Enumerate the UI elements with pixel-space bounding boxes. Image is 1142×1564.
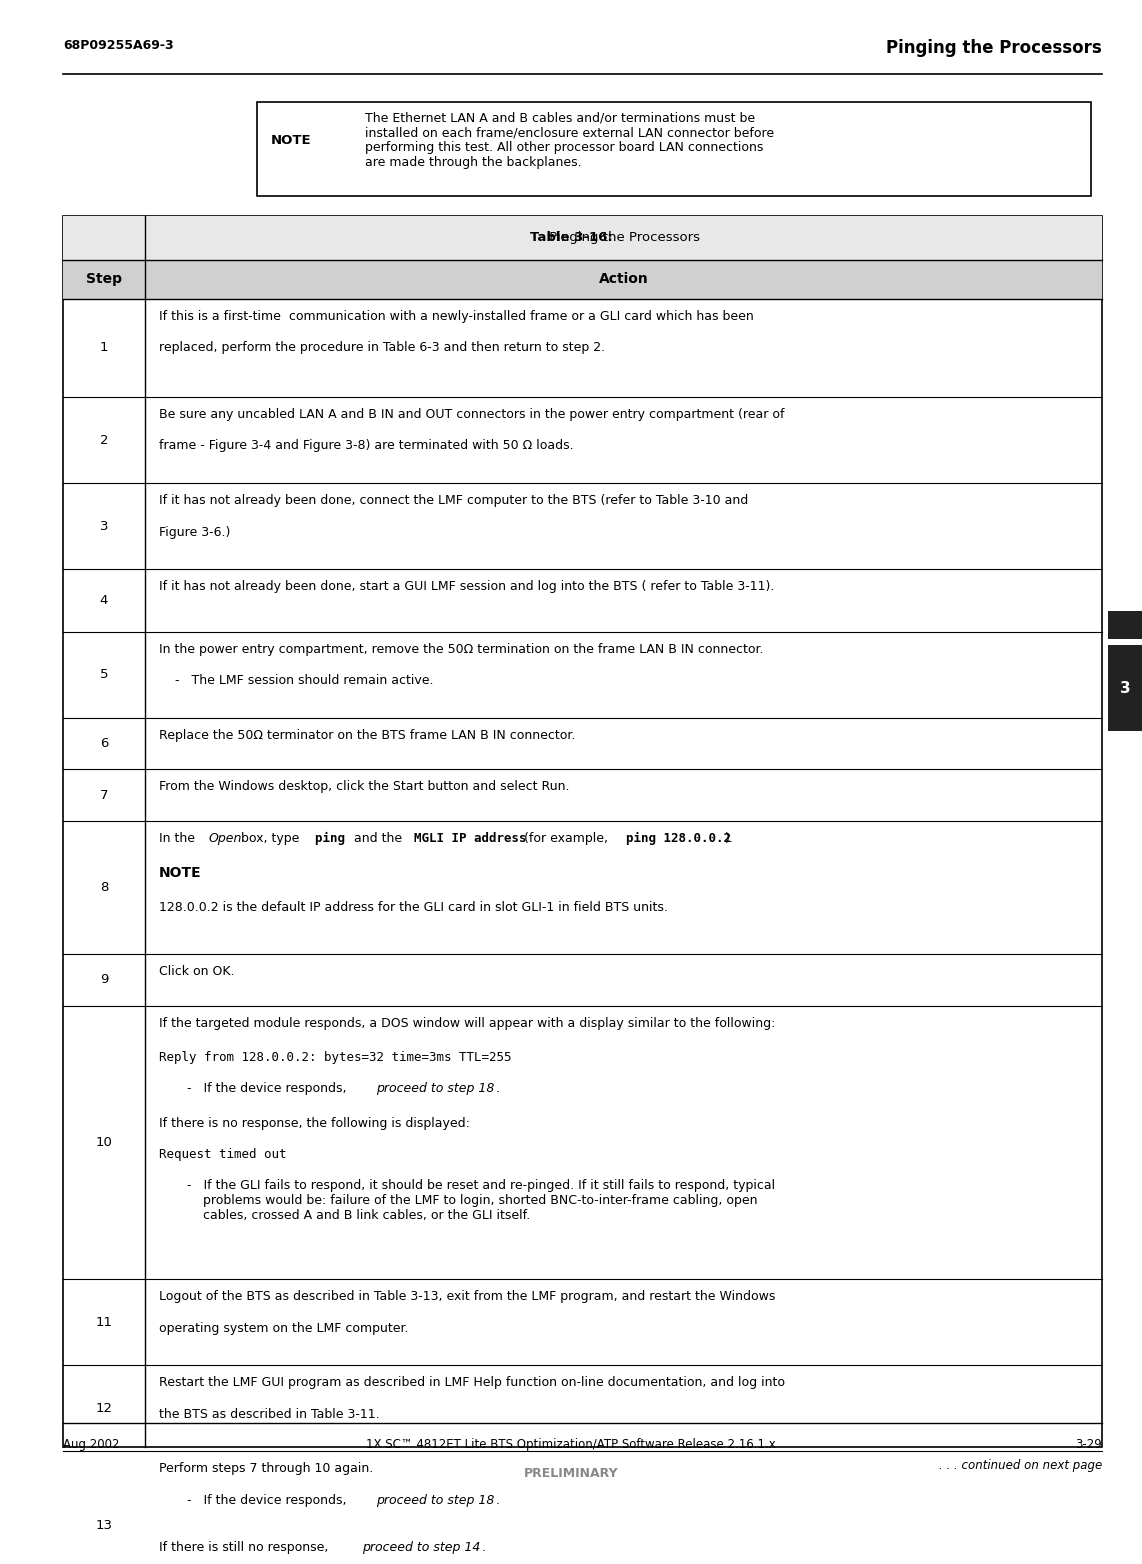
Text: NOTE: NOTE bbox=[271, 135, 312, 147]
Text: proceed to step 14: proceed to step 14 bbox=[362, 1541, 481, 1553]
Text: Perform steps 7 through 10 again.: Perform steps 7 through 10 again. bbox=[159, 1462, 373, 1475]
Bar bbox=[63, 260, 1102, 299]
Text: 12: 12 bbox=[96, 1401, 112, 1415]
Text: and the: and the bbox=[349, 832, 407, 845]
Text: -   If the device responds,: - If the device responds, bbox=[187, 1494, 351, 1506]
Text: ping 128.0.0.2: ping 128.0.0.2 bbox=[626, 832, 731, 845]
Text: Request timed out: Request timed out bbox=[159, 1148, 287, 1160]
Text: box, type: box, type bbox=[236, 832, 303, 845]
Text: frame - Figure 3-4 and Figure 3-8) are terminated with 50 Ω loads.: frame - Figure 3-4 and Figure 3-8) are t… bbox=[159, 439, 573, 452]
Text: Click on OK.: Click on OK. bbox=[159, 965, 234, 978]
Text: 7: 7 bbox=[99, 788, 108, 802]
Text: Pinging the Processors: Pinging the Processors bbox=[545, 231, 700, 244]
Text: -   The LMF session should remain active.: - The LMF session should remain active. bbox=[159, 674, 433, 687]
Text: If there is no response, the following is displayed:: If there is no response, the following i… bbox=[159, 1117, 469, 1129]
Text: Table 3-16:: Table 3-16: bbox=[530, 231, 612, 244]
Text: 2: 2 bbox=[99, 433, 108, 447]
Text: ping: ping bbox=[314, 832, 352, 845]
Text: 1X SC™ 4812ET Lite BTS Optimization/ATP Software Release 2.16.1.x: 1X SC™ 4812ET Lite BTS Optimization/ATP … bbox=[367, 1439, 775, 1451]
Text: 4: 4 bbox=[99, 594, 108, 607]
Text: Action: Action bbox=[598, 272, 649, 286]
Text: 3: 3 bbox=[1119, 680, 1131, 696]
Text: If it has not already been done, connect the LMF computer to the BTS (refer to T: If it has not already been done, connect… bbox=[159, 494, 748, 507]
Text: In the: In the bbox=[159, 832, 199, 845]
Text: If there is still no response,: If there is still no response, bbox=[159, 1541, 332, 1553]
Text: PRELIMINARY: PRELIMINARY bbox=[524, 1467, 618, 1480]
Text: If it has not already been done, start a GUI LMF session and log into the BTS ( : If it has not already been done, start a… bbox=[159, 580, 774, 593]
Text: 3-29: 3-29 bbox=[1076, 1439, 1102, 1451]
Text: -   If the device responds,: - If the device responds, bbox=[187, 1082, 351, 1095]
Text: If the targeted module responds, a DOS window will appear with a display similar: If the targeted module responds, a DOS w… bbox=[159, 1017, 775, 1029]
Text: Step: Step bbox=[86, 272, 122, 286]
Text: Pinging the Processors: Pinging the Processors bbox=[886, 39, 1102, 58]
Bar bbox=[257, 102, 1091, 196]
Text: 8: 8 bbox=[99, 881, 108, 895]
Bar bbox=[63, 216, 1102, 1447]
Text: 10: 10 bbox=[96, 1135, 112, 1150]
Text: operating system on the LMF computer.: operating system on the LMF computer. bbox=[159, 1322, 408, 1334]
Text: From the Windows desktop, click the Start button and select Run.: From the Windows desktop, click the Star… bbox=[159, 780, 569, 793]
Text: Aug 2002: Aug 2002 bbox=[63, 1439, 119, 1451]
Text: 11: 11 bbox=[96, 1315, 112, 1329]
Text: the BTS as described in Table 3-11.: the BTS as described in Table 3-11. bbox=[159, 1408, 379, 1420]
Text: 68P09255A69-3: 68P09255A69-3 bbox=[63, 39, 174, 52]
Text: -   If the GLI fails to respond, it should be reset and re-pinged. If it still f: - If the GLI fails to respond, it should… bbox=[187, 1179, 775, 1221]
Text: MGLI IP address: MGLI IP address bbox=[413, 832, 526, 845]
Text: Restart the LMF GUI program as described in LMF Help function on-line documentat: Restart the LMF GUI program as described… bbox=[159, 1376, 785, 1389]
Text: .: . bbox=[496, 1082, 500, 1095]
Bar bbox=[1108, 644, 1142, 730]
Text: Be sure any uncabled LAN A and B IN and OUT connectors in the power entry compar: Be sure any uncabled LAN A and B IN and … bbox=[159, 408, 785, 421]
Text: proceed to step 18: proceed to step 18 bbox=[376, 1494, 494, 1506]
Text: 9: 9 bbox=[99, 973, 108, 987]
Text: 128.0.0.2 is the default IP address for the GLI card in slot GLI-1 in field BTS : 128.0.0.2 is the default IP address for … bbox=[159, 901, 668, 913]
Text: Reply from 128.0.0.2: bytes=32 time=3ms TTL=255: Reply from 128.0.0.2: bytes=32 time=3ms … bbox=[159, 1051, 512, 1064]
Text: ).: ). bbox=[725, 832, 734, 845]
Text: 13: 13 bbox=[96, 1519, 112, 1533]
Text: (for example,: (for example, bbox=[520, 832, 612, 845]
Bar bbox=[1108, 610, 1142, 638]
Text: 3: 3 bbox=[99, 519, 108, 533]
Bar bbox=[63, 216, 1102, 260]
Text: Open: Open bbox=[208, 832, 242, 845]
Text: 6: 6 bbox=[99, 737, 108, 751]
Text: The Ethernet LAN A and B cables and/or terminations must be
installed on each fr: The Ethernet LAN A and B cables and/or t… bbox=[365, 111, 774, 169]
Text: 1: 1 bbox=[99, 341, 108, 355]
Text: . . . continued on next page: . . . continued on next page bbox=[939, 1459, 1102, 1472]
Text: NOTE: NOTE bbox=[159, 866, 201, 881]
Text: .: . bbox=[496, 1494, 500, 1506]
Text: proceed to step 18: proceed to step 18 bbox=[376, 1082, 494, 1095]
Text: 5: 5 bbox=[99, 668, 108, 682]
Text: If this is a first-time  communication with a newly-installed frame or a GLI car: If this is a first-time communication wi… bbox=[159, 310, 754, 322]
Text: Figure 3-6.): Figure 3-6.) bbox=[159, 526, 231, 538]
Text: Logout of the BTS as described in Table 3-13, exit from the LMF program, and res: Logout of the BTS as described in Table … bbox=[159, 1290, 775, 1303]
Text: replaced, perform the procedure in Table 6-3 and then return to step 2.: replaced, perform the procedure in Table… bbox=[159, 341, 605, 353]
Text: Replace the 50Ω terminator on the BTS frame LAN B IN connector.: Replace the 50Ω terminator on the BTS fr… bbox=[159, 729, 576, 741]
Text: .: . bbox=[482, 1541, 486, 1553]
Text: In the power entry compartment, remove the 50Ω termination on the frame LAN B IN: In the power entry compartment, remove t… bbox=[159, 643, 763, 655]
